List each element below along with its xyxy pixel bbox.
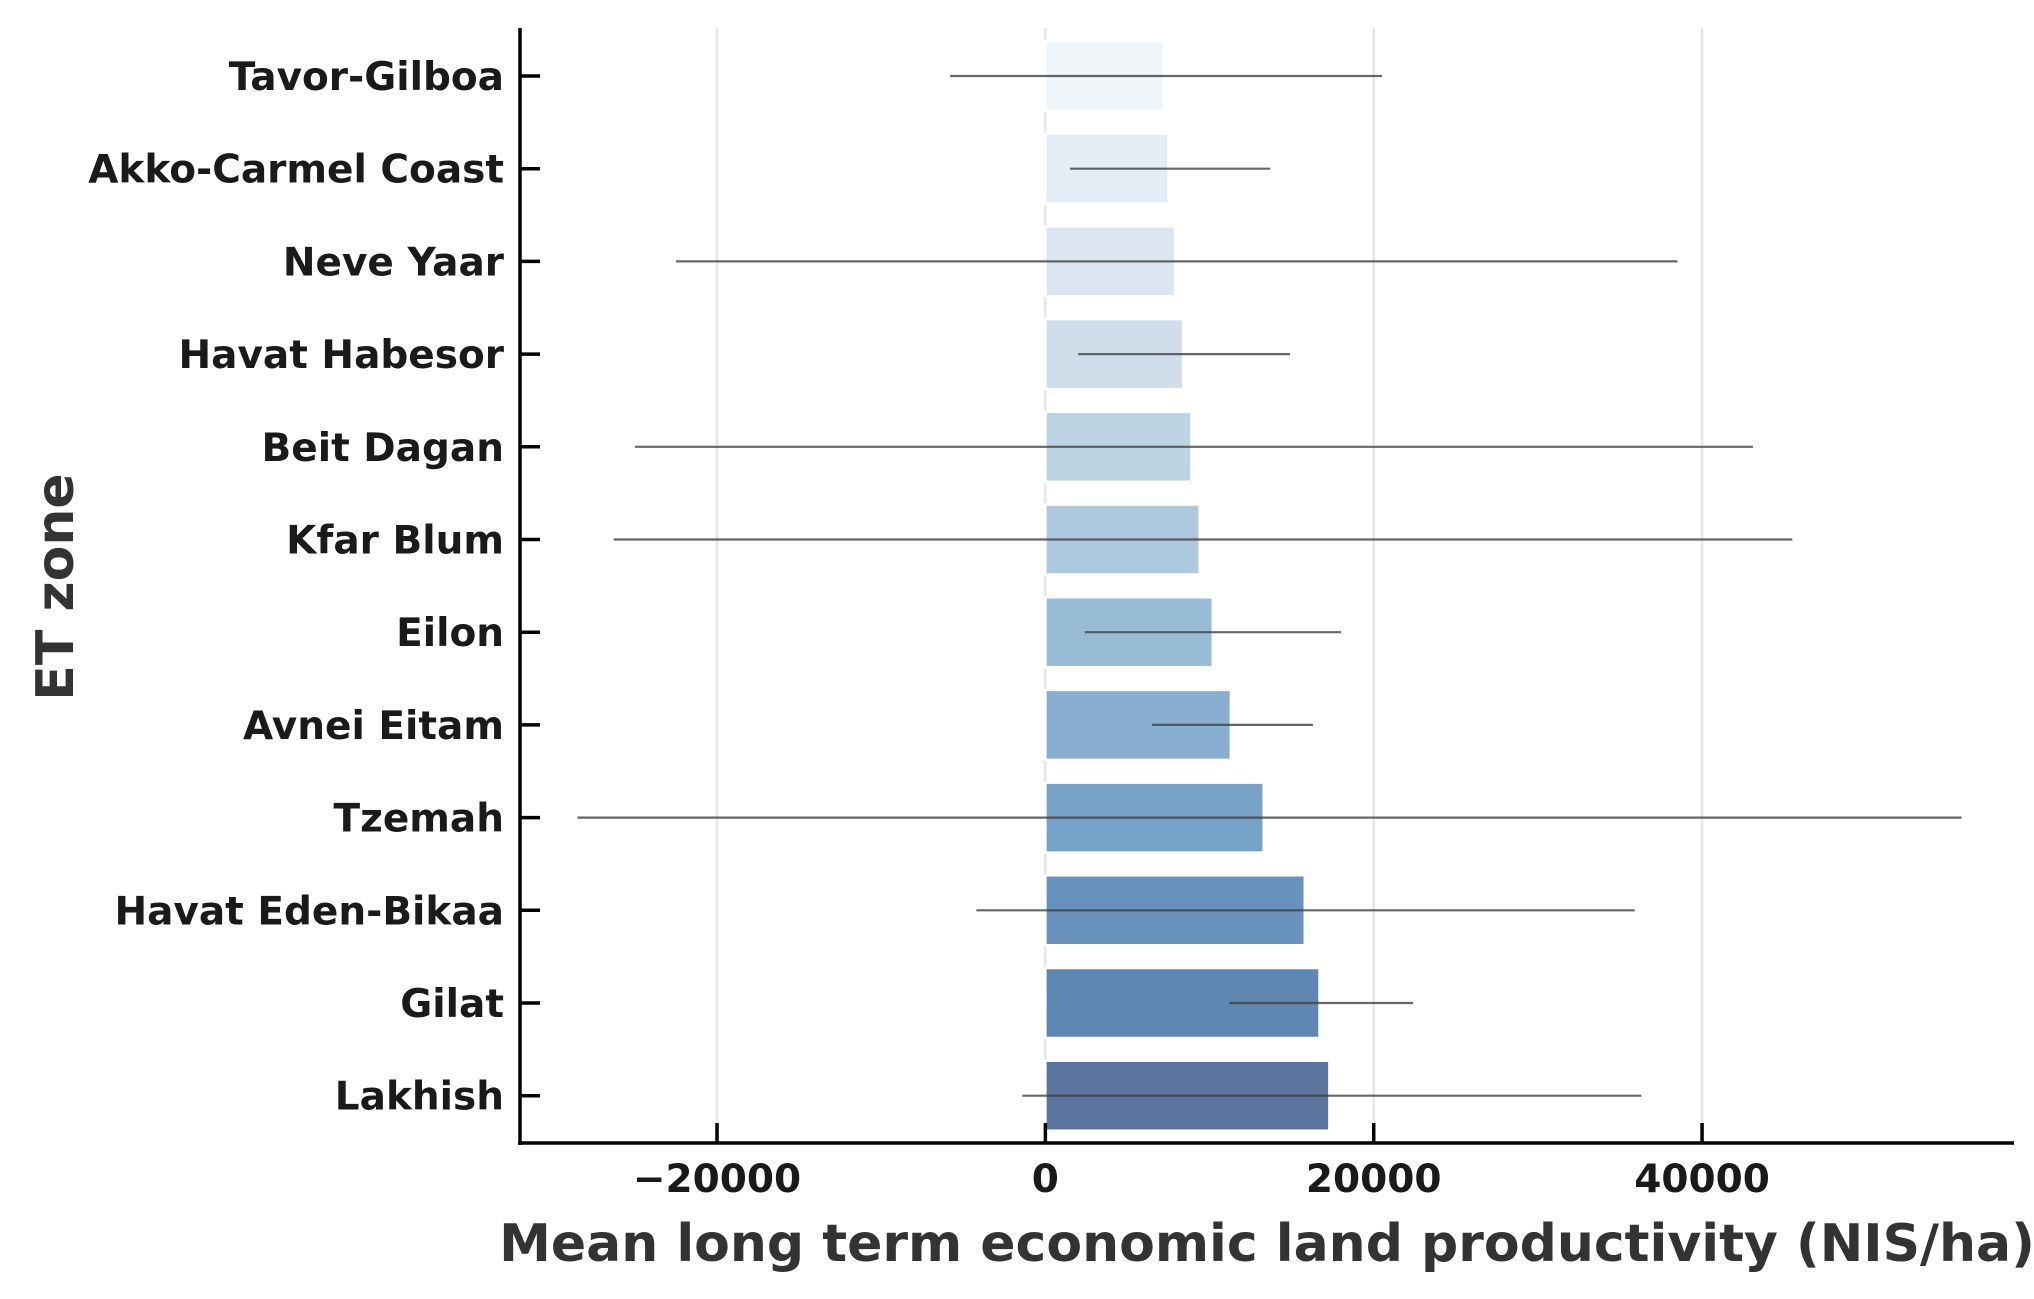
- y-tick-label: Neve Yaar: [283, 240, 505, 285]
- y-tick-label: Tzemah: [334, 797, 504, 842]
- y-ticks: Tavor-Gilboa Akko-Carmel Coast Neve Yaar Ha…: [88, 55, 540, 1120]
- x-tick-label: 0: [1032, 1157, 1059, 1202]
- x-tick-label: −20000: [633, 1157, 801, 1202]
- axes: [518, 28, 2014, 1145]
- y-tick-label: Avnei Eitam: [243, 704, 504, 749]
- x-axis-title: Mean long term economic land productivit…: [499, 1214, 2034, 1274]
- grid-lines: [715, 28, 1704, 1143]
- y-tick-label: Kfar Blum: [286, 519, 504, 564]
- y-tick-label: Havat Eden-Bikaa: [114, 889, 504, 934]
- x-tick-label: 40000: [1634, 1157, 1770, 1202]
- bars: [1044, 39, 1331, 1132]
- y-tick-label: Eilon: [396, 611, 504, 656]
- x-ticks: −20000 0 20000 40000: [633, 1123, 1770, 1202]
- x-tick-label: 20000: [1306, 1157, 1442, 1202]
- y-tick-label: Tavor-Gilboa: [229, 55, 504, 100]
- error-bars: [577, 74, 1962, 1097]
- y-tick-label: Havat Habesor: [179, 333, 505, 378]
- y-tick-label: Beit Dagan: [262, 426, 504, 471]
- y-tick-label: Lakhish: [335, 1075, 504, 1120]
- y-tick-label: Gilat: [400, 982, 504, 1027]
- y-tick-label: Akko-Carmel Coast: [88, 148, 504, 193]
- y-axis-title: ET zone: [26, 473, 86, 700]
